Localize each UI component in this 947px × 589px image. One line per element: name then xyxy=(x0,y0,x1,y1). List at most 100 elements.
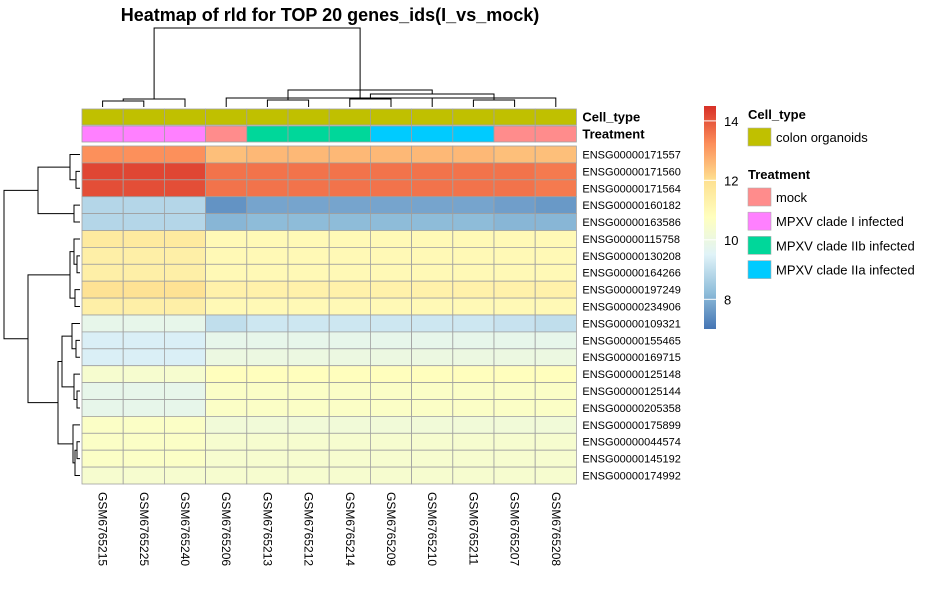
heatmap-cell xyxy=(163,415,206,434)
heatmap-cell xyxy=(411,466,454,485)
heatmap-cell xyxy=(369,466,412,485)
column-label: GSM6765214 xyxy=(343,492,357,566)
heatmap-cell xyxy=(81,230,124,248)
heatmap-cell xyxy=(493,145,536,164)
row-label: ENSG00000155465 xyxy=(582,335,680,347)
heatmap-cell xyxy=(534,382,577,400)
heatmap-cell xyxy=(205,399,248,417)
heatmap-cell xyxy=(205,432,248,451)
heatmap-cell xyxy=(287,365,330,384)
row-labels: ENSG00000171557 ENSG00000171560 ENSG000001… xyxy=(582,149,680,482)
heatmap-cell xyxy=(163,365,206,384)
heatmap-cell xyxy=(287,230,330,248)
heatmap-cell xyxy=(163,162,206,181)
heatmap-cell xyxy=(493,297,536,316)
heatmap-cells xyxy=(81,145,577,485)
row-dendrogram-branch xyxy=(27,274,70,404)
heatmap-cell xyxy=(493,179,536,198)
colorbar-tick-label: 14 xyxy=(724,114,738,129)
row-label: ENSG00000171560 xyxy=(582,166,680,178)
heatmap-cell xyxy=(81,466,124,485)
annotation-labels: Cell_type Treatment xyxy=(582,110,645,142)
heatmap-cell xyxy=(534,246,577,265)
treatment-annotation-cell xyxy=(163,125,206,143)
heatmap-cell xyxy=(81,314,124,333)
heatmap-cell xyxy=(163,230,206,248)
heatmap-cell xyxy=(411,162,454,181)
heatmap-cell xyxy=(205,280,248,299)
cell-type-annotation-cell xyxy=(411,108,454,126)
cell-type-annotation-cell xyxy=(122,108,165,126)
treatment-annotation-label: Treatment xyxy=(582,127,645,142)
heatmap-cell xyxy=(452,432,495,451)
heatmap-cell xyxy=(163,382,206,400)
heatmap-cell xyxy=(328,213,371,231)
heatmap-cell xyxy=(122,415,165,434)
heatmap-cell xyxy=(122,263,165,282)
legend-swatch xyxy=(747,187,772,207)
heatmap-cell xyxy=(452,145,495,164)
heatmap-cell xyxy=(205,230,248,248)
heatmap-cell xyxy=(534,331,577,350)
heatmap-cell xyxy=(122,449,165,468)
heatmap-cell xyxy=(81,297,124,316)
heatmap-cell xyxy=(81,280,124,299)
heatmap-cell xyxy=(328,246,371,265)
row-dendrogram-branch xyxy=(76,255,80,274)
heatmap-cell xyxy=(81,213,124,231)
heatmap-cell xyxy=(452,162,495,181)
column-label: GSM6765225 xyxy=(137,492,151,566)
heatmap-cell xyxy=(163,280,206,299)
heatmap-cell xyxy=(287,213,330,231)
row-label: ENSG00000164266 xyxy=(582,268,680,280)
heatmap-cell xyxy=(81,263,124,282)
heatmap-cell xyxy=(163,331,206,350)
heatmap-cell xyxy=(411,314,454,333)
heatmap-cell xyxy=(246,213,289,231)
heatmap-cell xyxy=(163,196,206,214)
heatmap-cell xyxy=(328,263,371,282)
heatmap-cell xyxy=(81,348,124,367)
cell-type-legend-title: Cell_type xyxy=(748,107,806,122)
chart-title: Heatmap of rld for TOP 20 genes_ids(I_vs… xyxy=(121,5,539,25)
heatmap-cell xyxy=(493,263,536,282)
column-label: GSM6765240 xyxy=(178,492,192,566)
heatmap-cell xyxy=(369,365,412,384)
heatmap-cell xyxy=(287,297,330,316)
row-label: ENSG00000125144 xyxy=(582,386,680,398)
row-dendrogram-branch xyxy=(76,390,80,409)
heatmap-cell xyxy=(122,314,165,333)
row-label: ENSG00000115758 xyxy=(582,234,680,246)
heatmap-cell xyxy=(534,162,577,181)
heatmap-cell xyxy=(246,382,289,400)
heatmap-cell xyxy=(246,466,289,485)
heatmap-cell xyxy=(122,246,165,265)
heatmap-cell xyxy=(452,415,495,434)
heatmap-cell xyxy=(246,331,289,350)
heatmap-cell xyxy=(534,466,577,485)
heatmap-cell xyxy=(411,348,454,367)
column-dendrogram-branch xyxy=(102,100,145,107)
heatmap-cell xyxy=(205,145,248,164)
heatmap-cell xyxy=(122,162,165,181)
heatmap-cell xyxy=(411,399,454,417)
heatmap-cell xyxy=(122,432,165,451)
heatmap-cell xyxy=(534,145,577,164)
column-label: GSM6765212 xyxy=(302,492,316,566)
heatmap-cell xyxy=(328,297,371,316)
treatment-annotation-cell xyxy=(534,125,577,143)
legend-item-label: MPXV clade IIa infected xyxy=(776,263,915,278)
heatmap-cell xyxy=(246,415,289,434)
heatmap-cell xyxy=(81,331,124,350)
row-label: ENSG00000125148 xyxy=(582,369,680,381)
heatmap-cell xyxy=(493,449,536,468)
heatmap-cell xyxy=(81,415,124,434)
heatmap-cell xyxy=(534,415,577,434)
heatmap-cell xyxy=(369,314,412,333)
row-label: ENSG00000234906 xyxy=(582,302,680,314)
heatmap-cell xyxy=(493,382,536,400)
treatment-annotation-cell xyxy=(246,125,289,143)
heatmap-cell xyxy=(411,415,454,434)
heatmap-cell xyxy=(411,280,454,299)
heatmap-cell xyxy=(534,213,577,231)
